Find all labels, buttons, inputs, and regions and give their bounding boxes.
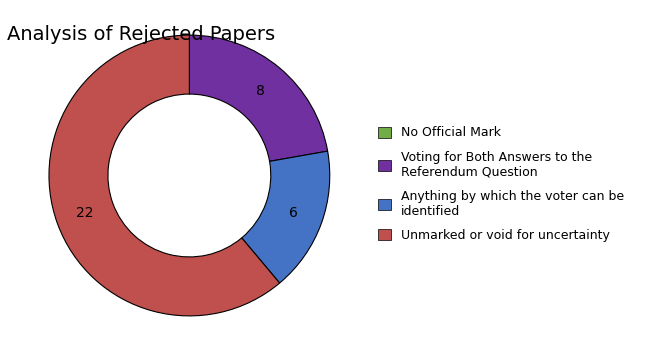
Wedge shape xyxy=(242,151,330,283)
Text: 22: 22 xyxy=(76,206,94,220)
Wedge shape xyxy=(49,35,279,316)
Text: Analysis of Rejected Papers: Analysis of Rejected Papers xyxy=(7,25,275,44)
Wedge shape xyxy=(189,35,328,161)
Text: 6: 6 xyxy=(289,206,298,220)
Legend: No Official Mark, Voting for Both Answers to the
Referendum Question, Anything b: No Official Mark, Voting for Both Answer… xyxy=(379,126,624,242)
Text: 8: 8 xyxy=(256,84,265,98)
